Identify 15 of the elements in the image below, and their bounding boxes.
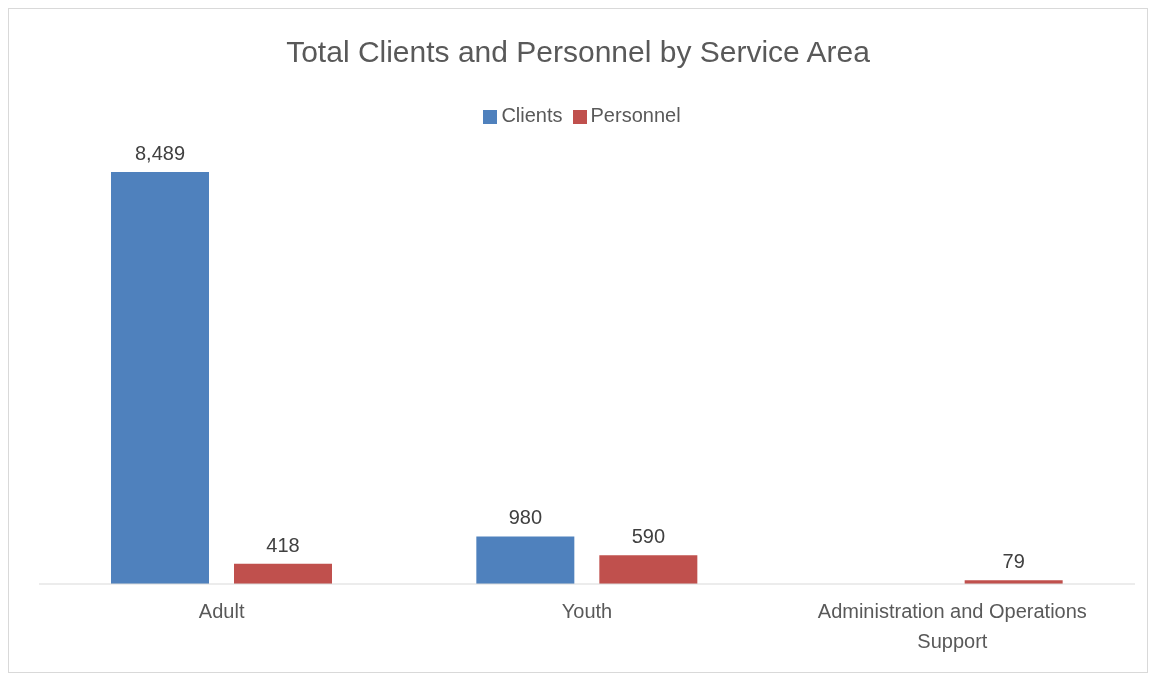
data-label: 8,489 xyxy=(134,142,186,164)
data-label: 79 xyxy=(1002,550,1025,573)
x-tick-label: Adult xyxy=(198,600,245,622)
bar xyxy=(234,563,332,584)
x-tick-label: Youth xyxy=(561,600,613,622)
x-tick-label: Administration and Operations Support xyxy=(817,600,1087,652)
data-label: 590 xyxy=(631,525,666,548)
legend-label: Personnel xyxy=(590,104,681,126)
data-label: 418 xyxy=(266,533,300,556)
bar xyxy=(111,172,209,584)
legend-label: Clients xyxy=(501,104,563,126)
chart-title: Total Clients and Personnel by Service Area xyxy=(285,35,871,69)
bar xyxy=(599,555,698,584)
bar xyxy=(476,536,575,584)
data-label: 980 xyxy=(508,506,543,529)
